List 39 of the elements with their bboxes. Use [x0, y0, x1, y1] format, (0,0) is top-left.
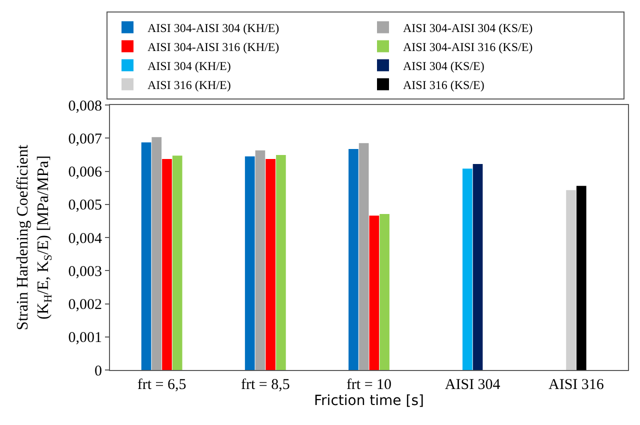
legend-label: AISI 304-AISI 316 (KH/E) [148, 40, 280, 54]
legend-label: AISI 304 (KS/E) [403, 58, 484, 73]
legend-label: AISI 304 (KH/E) [148, 58, 231, 73]
bar [276, 155, 286, 370]
y-tick-label: 0 [94, 363, 102, 380]
legend-label: AISI 316 (KS/E) [403, 78, 484, 92]
bar [358, 143, 369, 370]
bar [472, 164, 483, 370]
x-tick-label: frt = 6,5 [137, 377, 186, 393]
bar [162, 158, 172, 370]
y-tick-label: 0,002 [68, 297, 102, 313]
legend-label: AISI 304-AISI 304 (KS/E) [403, 20, 533, 35]
bar [244, 156, 255, 370]
bar [566, 190, 576, 370]
bar [576, 186, 586, 370]
x-tick-label: frt = 8,5 [240, 377, 290, 393]
bar [348, 149, 358, 370]
y-tick-label: 0,004 [68, 230, 102, 247]
bar [141, 142, 152, 370]
legend-label: AISI 304-AISI 304 (KH/E) [148, 20, 280, 35]
bar [462, 168, 472, 370]
x-tick-label: AISI 304 [444, 377, 501, 393]
x-tick-label: AISI 316 [548, 377, 604, 393]
bar [152, 137, 162, 370]
y-tick-label: 0,007 [68, 131, 102, 148]
bar [369, 216, 380, 370]
y-tick-label: 0,003 [68, 264, 102, 280]
bar [266, 158, 276, 370]
legend-label: AISI 316 (KH/E) [148, 78, 231, 92]
legend-label: AISI 304-AISI 316 (KS/E) [403, 40, 533, 54]
bar [380, 214, 390, 370]
x-tick-label: frt = 10 [346, 377, 392, 393]
y-tick-label: 0,008 [68, 98, 102, 114]
y-tick-label: 0,005 [68, 198, 102, 214]
y-tick-label: 0,006 [68, 164, 102, 180]
x-axis-title: Friction time [s] [314, 393, 424, 409]
bar [255, 150, 266, 370]
y-tick-label: 0,001 [68, 330, 102, 346]
bar [172, 156, 182, 370]
